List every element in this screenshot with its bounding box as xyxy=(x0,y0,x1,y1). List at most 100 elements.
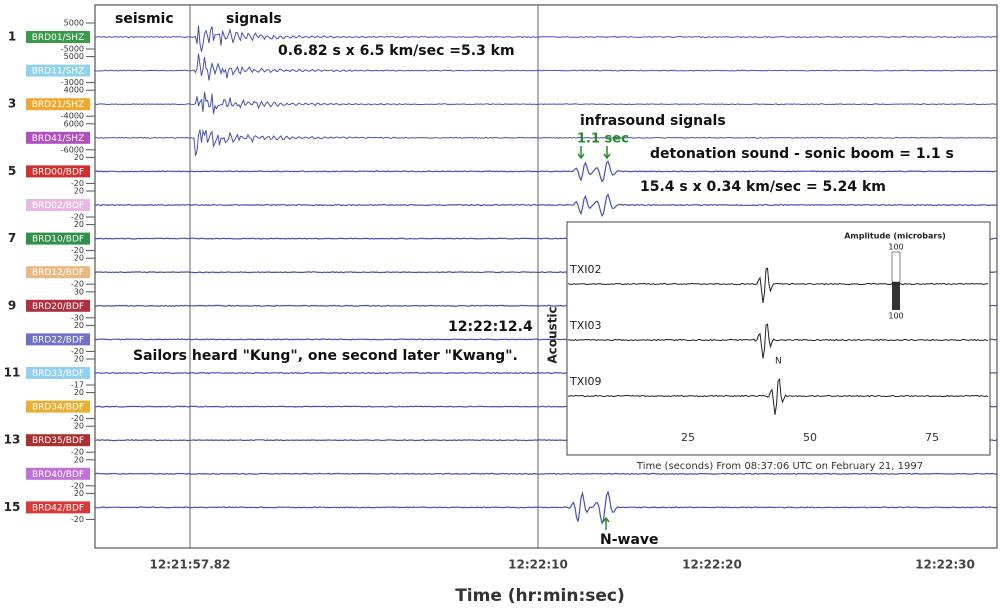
x-tick-label: 12:22:10 xyxy=(508,558,568,572)
channel-badge xyxy=(26,400,90,413)
channel-badge xyxy=(26,367,90,379)
channel-badge xyxy=(26,333,90,346)
plot-frame xyxy=(94,4,998,549)
amp-title: Amplitude (microbars) xyxy=(844,232,946,241)
channel-label: BRD12/BDF xyxy=(32,268,84,278)
channel-label: BRD11/SHZ xyxy=(32,67,85,77)
waveform xyxy=(94,193,997,217)
scale-label: 6000 xyxy=(64,119,84,128)
inset-x-tick: 75 xyxy=(925,431,939,444)
scale-label: 20 xyxy=(74,254,84,263)
row-number: 3 xyxy=(8,97,16,111)
channel-label: BRD42/BDF xyxy=(32,503,84,513)
scale-label: -20 xyxy=(71,213,84,222)
scale-label: 20 xyxy=(74,355,84,364)
waveform xyxy=(94,472,997,475)
waveform xyxy=(94,53,997,81)
annotation: infrasound signals xyxy=(580,113,726,129)
channel-badge xyxy=(26,131,90,144)
annotation: signals xyxy=(226,11,282,27)
x-tick-label: 12:22:20 xyxy=(682,558,742,572)
annotation: 1.1 sec xyxy=(577,132,629,147)
waveform xyxy=(94,129,997,156)
scale-label: -30 xyxy=(71,313,84,322)
scale-label: 20 xyxy=(74,321,84,330)
channel-badge xyxy=(26,232,90,245)
scale-label: -20 xyxy=(71,347,84,356)
scale-label: -20 xyxy=(71,246,84,255)
annotation: 12:22:12.4 xyxy=(448,319,533,335)
inset-x-tick: 25 xyxy=(681,431,695,444)
channel-label: BRD33/BDF xyxy=(32,369,84,379)
scale-label: -20 xyxy=(71,448,84,457)
inset-traces xyxy=(567,267,989,415)
row-number: 9 xyxy=(8,298,16,312)
scale-label: -20 xyxy=(71,481,84,490)
row-number: 15 xyxy=(4,500,21,514)
inset-waveform xyxy=(567,323,989,359)
amp-scale xyxy=(892,282,900,310)
channel-label: BRD35/BDF xyxy=(32,436,84,446)
scale-label: 20 xyxy=(74,422,84,431)
scale-label: -6000 xyxy=(61,145,84,154)
scale-label: -5000 xyxy=(61,45,84,54)
scale-label: 20 xyxy=(74,187,84,196)
x-tick-label: 12:21:57.82 xyxy=(150,558,231,572)
trace-label: TXI03 xyxy=(569,319,602,332)
channel-badge xyxy=(26,165,90,178)
channel-label: BRD34/BDF xyxy=(32,403,84,413)
inset-frame xyxy=(566,221,991,456)
scale-label: 20 xyxy=(74,455,84,464)
channel-label: BRD20/BDF xyxy=(32,302,84,312)
amp-scale xyxy=(891,251,901,283)
scale-label: -20 xyxy=(71,414,84,423)
row-number: 1 xyxy=(8,30,16,44)
inset-x-label: Time (seconds) From 08:37:06 UTC on Febr… xyxy=(636,461,923,472)
scale-label: 20 xyxy=(74,153,84,162)
scale-label: -17 xyxy=(71,381,84,390)
annotation: Sailors heard "Kung", one second later "… xyxy=(133,348,518,364)
channel-badge xyxy=(26,467,90,480)
channel-label: BRD22/BDF xyxy=(32,335,84,345)
annotation: seismic xyxy=(115,11,174,27)
scale-label: 20 xyxy=(74,388,84,397)
scale-label: -3000 xyxy=(61,78,84,87)
channel-badge xyxy=(26,501,90,514)
x-axis-label: Time (hr:min:sec) xyxy=(455,586,625,606)
inset-y-label: Acoustic xyxy=(546,306,560,363)
scale-label: -20 xyxy=(71,179,84,188)
channel-badge xyxy=(26,98,90,111)
inset-waveform xyxy=(568,378,989,415)
inset: Acoustic TXI02 TXI03 TXI09 N 25 50 75 Ti… xyxy=(546,221,991,472)
trace-label: TXI09 xyxy=(569,375,602,388)
inset-waveform xyxy=(567,267,989,303)
inset-x-tick: 50 xyxy=(803,431,817,444)
channel-badge xyxy=(26,299,90,312)
scale-label: 5000 xyxy=(64,52,84,61)
channel-badge xyxy=(26,434,90,447)
channel-label: BRD01/SHZ xyxy=(32,33,85,43)
channel-label: BRD02/BDF xyxy=(32,201,84,211)
channel-label: BRD40/BDF xyxy=(32,470,84,480)
labels: BRD01/SHZ5000-5000BRD11/SHZ5000-3000BRD2… xyxy=(4,19,95,524)
channel-label: BRD10/BDF xyxy=(32,235,84,245)
row-number: 5 xyxy=(8,164,16,178)
scale-label: 5000 xyxy=(64,19,84,28)
x-tick-label: 12:22:30 xyxy=(915,558,975,572)
annotation: detonation sound - sonic boom = 1.1 s xyxy=(650,146,954,162)
scale-label: 30 xyxy=(74,287,84,296)
trace-label: TXI02 xyxy=(569,263,602,276)
scale-label: 20 xyxy=(74,220,84,229)
annotation: 15.4 s x 0.34 km/sec = 5.24 km xyxy=(640,179,886,195)
waveform xyxy=(94,490,997,526)
annotation: 0.6.82 s x 6.5 km/sec =5.3 km xyxy=(278,43,515,59)
scale-label: -20 xyxy=(71,515,84,524)
row-number: 11 xyxy=(4,366,21,380)
scale-label: -4000 xyxy=(61,112,84,121)
waveform xyxy=(94,91,997,114)
scale-label: -20 xyxy=(71,280,84,289)
scale-label: 4000 xyxy=(64,86,84,95)
channel-label: BRD41/SHZ xyxy=(32,134,85,144)
waveform xyxy=(94,160,997,183)
